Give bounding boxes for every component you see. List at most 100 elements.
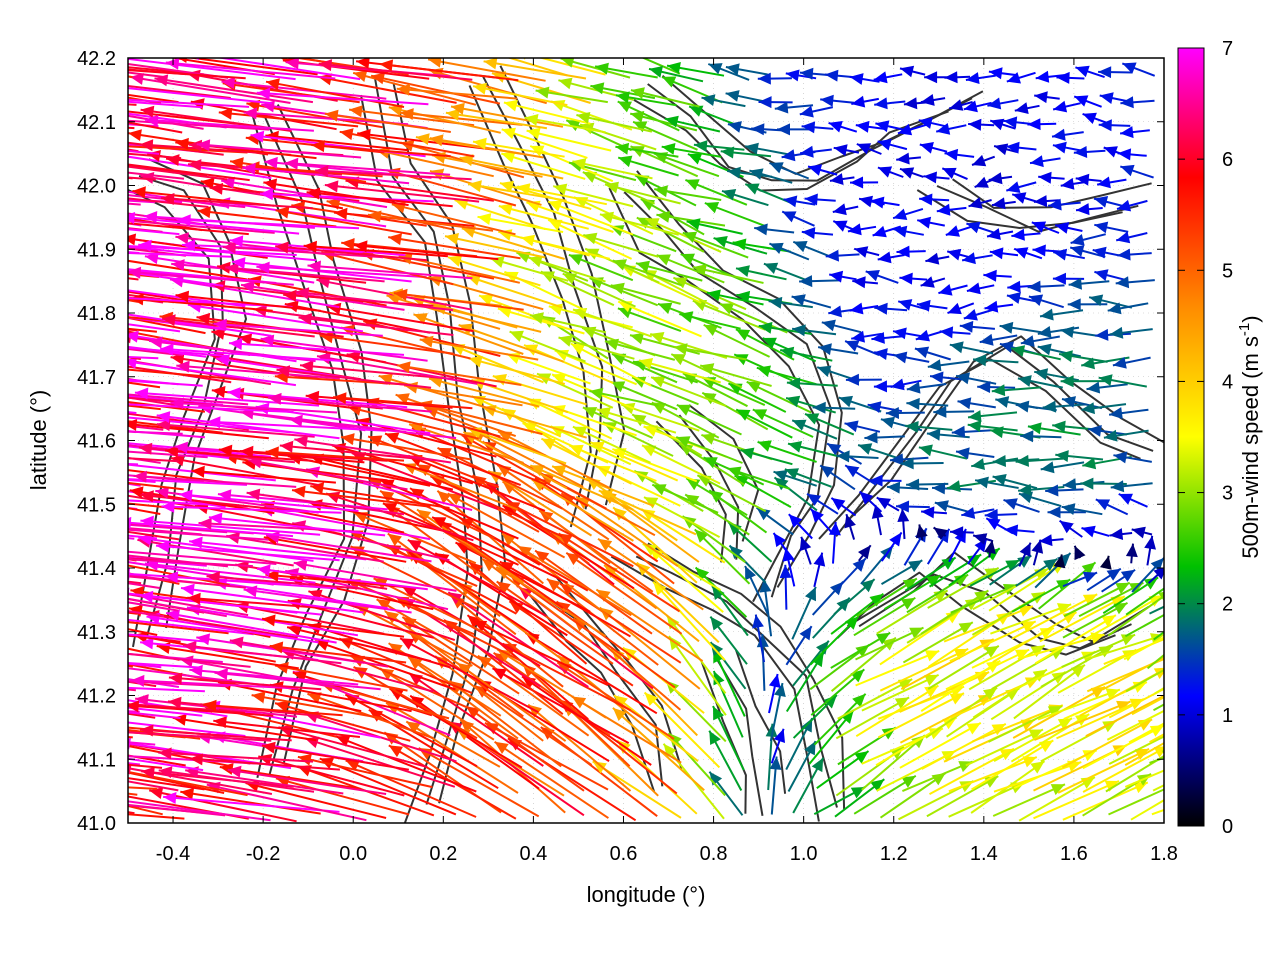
wind-arrow-shaft bbox=[318, 62, 473, 81]
wind-arrow-head bbox=[1106, 568, 1121, 581]
wind-arrow-shaft bbox=[279, 444, 433, 462]
wind-arrow-head bbox=[849, 73, 864, 85]
wind-arrow-shaft bbox=[1010, 713, 1090, 763]
wind-arrow-head bbox=[569, 444, 584, 456]
wind-arrow-head bbox=[1060, 177, 1075, 190]
wind-arrow-head bbox=[1020, 719, 1035, 731]
wind-arrow-shaft bbox=[128, 457, 179, 463]
wind-arrow-head bbox=[36, 546, 50, 558]
wind-arrow-head bbox=[42, 256, 56, 268]
wind-arrow-shaft bbox=[1124, 741, 1164, 766]
colorbar-tick-label: 7 bbox=[1222, 38, 1233, 60]
wind-arrow-head bbox=[1082, 750, 1097, 762]
wind-arrow-shaft bbox=[650, 376, 727, 407]
wind-arrow-shaft bbox=[298, 316, 454, 336]
wind-arrow-head bbox=[54, 433, 68, 445]
wind-arrow-head bbox=[777, 123, 790, 136]
wind-arrow-head bbox=[1032, 244, 1046, 257]
wind-arrow-head bbox=[759, 579, 772, 593]
wind-arrow-head bbox=[395, 393, 410, 405]
wind-arrow-shaft bbox=[572, 160, 653, 180]
wind-arrow-head bbox=[874, 348, 888, 360]
wind-arrow-head bbox=[78, 92, 91, 104]
wind-arrow-head bbox=[967, 420, 982, 433]
wind-arrow-shaft bbox=[128, 395, 224, 406]
wind-arrow-head bbox=[704, 202, 720, 214]
wind-arrow-shaft bbox=[258, 755, 405, 797]
wind-arrow-head bbox=[102, 157, 116, 169]
wind-arrow-shaft bbox=[1105, 754, 1164, 793]
wind-arrow-head bbox=[8, 276, 22, 288]
wind-arrow-head bbox=[1221, 783, 1235, 794]
wind-arrow-shaft bbox=[465, 705, 585, 792]
wind-arrow-head bbox=[371, 72, 385, 85]
wind-arrow-shaft bbox=[140, 519, 321, 536]
wind-arrow-head bbox=[419, 335, 434, 348]
wind-arrow-shaft bbox=[213, 719, 361, 738]
wind-arrow-head bbox=[139, 590, 154, 603]
wind-arrow-head bbox=[749, 168, 764, 180]
wind-arrow-shaft bbox=[129, 75, 291, 104]
wind-arrow-head bbox=[820, 465, 835, 478]
wind-arrow-head bbox=[131, 674, 145, 687]
wind-arrow-shaft bbox=[472, 140, 565, 158]
wind-arrow-shaft bbox=[128, 611, 138, 615]
wind-arrow-head bbox=[1082, 457, 1097, 470]
wind-arrow-head bbox=[687, 153, 703, 165]
wind-arrow-shaft bbox=[1128, 722, 1164, 744]
y-tick-label: 41.2 bbox=[77, 686, 116, 708]
wind-arrow-shaft bbox=[265, 573, 408, 589]
colorbar-tick-label: 1 bbox=[1222, 705, 1233, 727]
wind-arrow-head bbox=[43, 803, 56, 815]
wind-arrow-shaft bbox=[1125, 587, 1164, 616]
wind-arrow-head bbox=[163, 792, 177, 804]
wind-arrow-head bbox=[769, 756, 782, 770]
wind-arrow-shaft bbox=[1107, 594, 1164, 637]
wind-arrow-head bbox=[792, 419, 807, 431]
wind-arrow-head bbox=[558, 335, 573, 347]
wind-arrow-shaft bbox=[379, 479, 519, 540]
wind-arrow-head bbox=[0, 133, 3, 145]
wind-arrow-head bbox=[340, 433, 355, 446]
wind-arrow-head bbox=[851, 330, 865, 343]
wind-arrow-head bbox=[428, 58, 442, 68]
wind-arrow-head bbox=[945, 225, 960, 237]
wind-arrow-shaft bbox=[263, 536, 407, 563]
wind-arrow-shaft bbox=[443, 619, 564, 715]
wind-arrow-head bbox=[393, 288, 408, 301]
wind-arrow-head bbox=[275, 700, 290, 713]
wind-arrow-head bbox=[808, 164, 823, 176]
wind-arrow-head bbox=[349, 105, 363, 118]
wind-arrow-shaft bbox=[276, 368, 432, 389]
wind-arrow-head bbox=[685, 179, 700, 191]
wind-arrow-shaft bbox=[522, 422, 609, 464]
wind-arrow-shaft bbox=[128, 252, 232, 258]
wind-arrow-shaft bbox=[197, 209, 337, 228]
wind-arrow-head bbox=[135, 694, 149, 706]
wind-arrow-head bbox=[957, 397, 972, 410]
wind-arrow-shaft bbox=[172, 716, 317, 742]
wind-arrow-head bbox=[128, 266, 142, 279]
wind-arrow-head bbox=[1068, 277, 1082, 290]
wind-arrow-head bbox=[241, 281, 255, 293]
wind-arrow-head bbox=[987, 97, 1002, 110]
wind-arrow-head bbox=[821, 319, 836, 332]
wind-arrow-shaft bbox=[187, 596, 336, 610]
wind-arrow-head bbox=[356, 58, 370, 69]
wind-arrow-head bbox=[583, 232, 598, 245]
wind-arrow-head bbox=[944, 71, 958, 84]
wind-arrow-head bbox=[1117, 248, 1131, 261]
wind-arrow-shaft bbox=[324, 184, 480, 203]
wind-arrow-head bbox=[1031, 539, 1044, 554]
wind-arrow-head bbox=[188, 159, 202, 171]
wind-arrow-head bbox=[827, 443, 842, 456]
x-tick-label: 1.6 bbox=[1060, 843, 1088, 865]
wind-arrow-head bbox=[16, 580, 30, 592]
wind-arrow-head bbox=[825, 249, 839, 262]
wind-arrow-shaft bbox=[466, 275, 563, 309]
wind-arrow-shaft bbox=[526, 129, 612, 152]
wind-arrow-shaft bbox=[275, 209, 412, 236]
wind-arrow-head bbox=[635, 260, 650, 273]
wind-arrow-shaft bbox=[572, 308, 653, 338]
wind-arrow-head bbox=[611, 381, 626, 393]
